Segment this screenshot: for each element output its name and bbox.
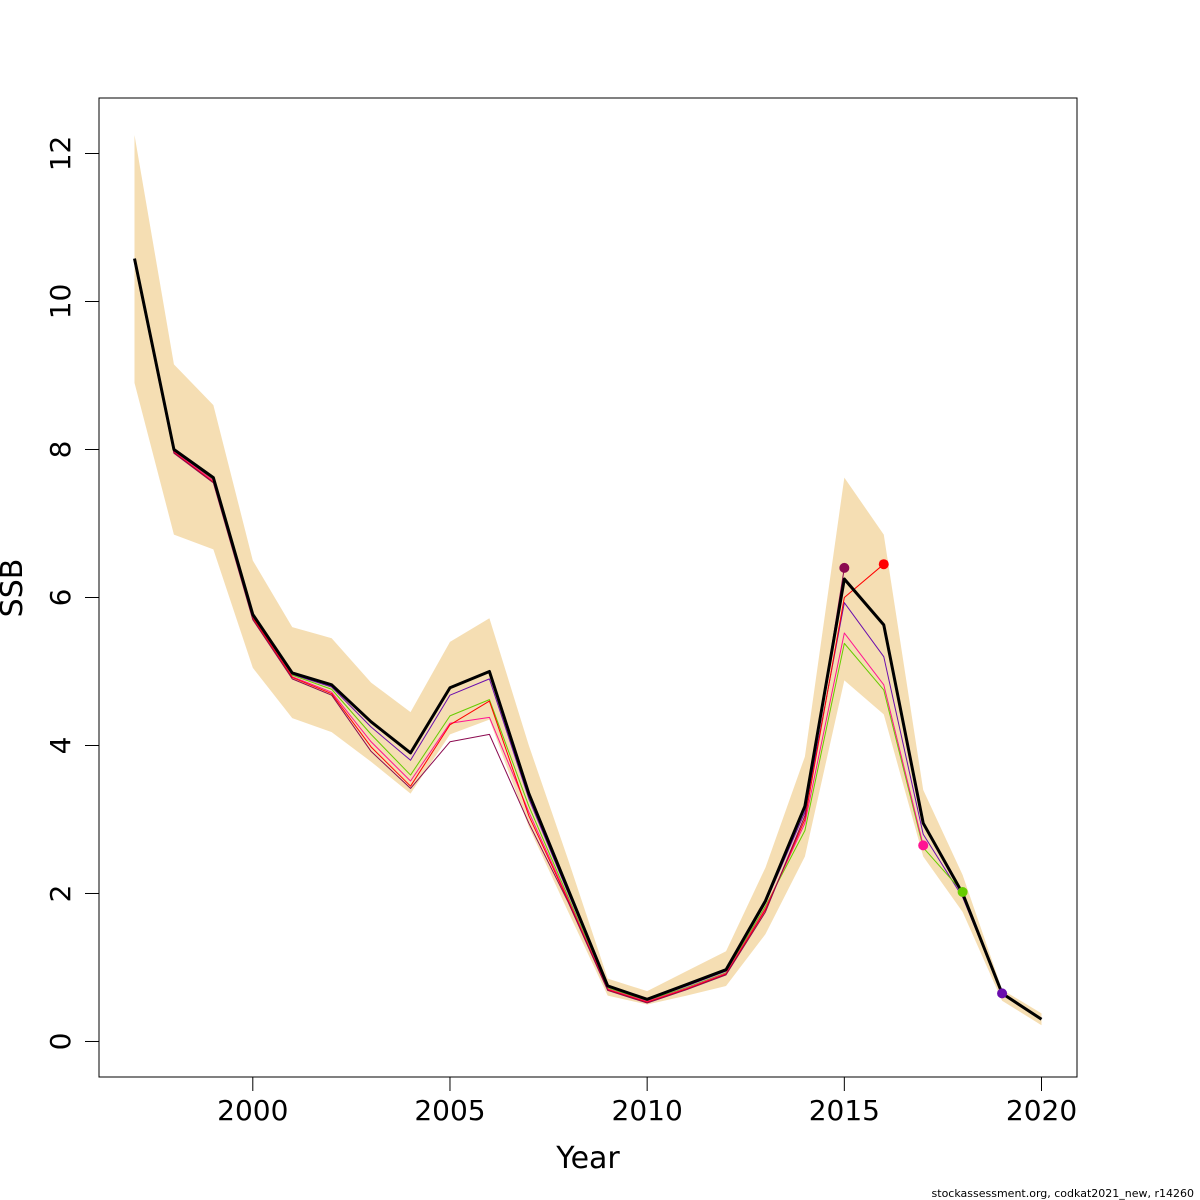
- x-axis: 2000 2005 2010 2015 2020: [217, 1076, 1077, 1127]
- confidence-band: [134, 134, 1042, 1026]
- y-axis: 0 2 4 6 8 10 12: [44, 136, 100, 1051]
- x-axis-title: Year: [555, 1141, 620, 1176]
- y-tick-label-6: 6: [44, 589, 77, 607]
- x-tick-label-2020: 2020: [1006, 1094, 1077, 1127]
- series-line-retro-5: [134, 262, 845, 1004]
- y-axis-title: SSB: [0, 559, 30, 618]
- endpoint-marker-2015: [839, 562, 850, 573]
- footer-credit: stockassessment.org, codkat2021_new, r14…: [932, 1187, 1194, 1200]
- y-tick-label-12: 12: [44, 136, 77, 172]
- y-tick-label-0: 0: [44, 1033, 77, 1051]
- confidence-band-layer: [134, 134, 1042, 1026]
- series-line-retro-4: [134, 261, 885, 1003]
- x-tick-label-2010: 2010: [612, 1094, 683, 1127]
- y-tick-label-4: 4: [44, 737, 77, 755]
- x-tick-label-2000: 2000: [217, 1094, 288, 1127]
- endpoint-marker-2019: [997, 988, 1008, 999]
- y-tick-label-8: 8: [44, 441, 77, 459]
- endpoint-marker-2016: [878, 559, 889, 570]
- y-tick-label-2: 2: [44, 885, 77, 903]
- y-tick-label-10: 10: [44, 284, 77, 320]
- x-tick-label-2015: 2015: [809, 1094, 880, 1127]
- series-line-main: [133, 258, 1043, 1021]
- x-tick-label-2005: 2005: [414, 1094, 485, 1127]
- endpoint-marker-2018: [957, 887, 968, 898]
- endpoint-marker-2017: [918, 840, 929, 851]
- endpoint-markers-layer: [839, 559, 1008, 999]
- series-lines-layer: [133, 258, 1043, 1021]
